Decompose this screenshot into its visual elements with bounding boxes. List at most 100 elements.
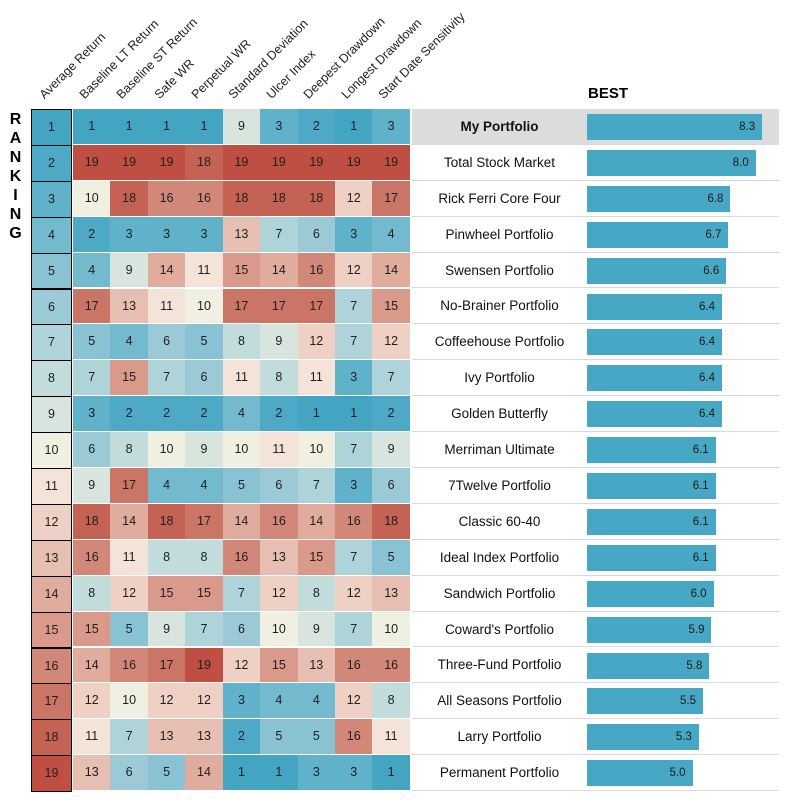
heat-cell: 14	[147, 252, 186, 288]
heat-cell: 11	[372, 719, 410, 755]
heat-cell: 3	[372, 109, 410, 144]
heat-cell: 18	[297, 180, 335, 216]
heat-cell: 17	[147, 647, 186, 683]
heat-cell: 11	[185, 252, 223, 288]
heat-cell: 7	[297, 468, 335, 503]
heat-cell: 3	[335, 216, 373, 252]
heat-cell: 17	[110, 468, 148, 503]
rank-cell: 8	[31, 360, 72, 398]
score-value: 6.8	[707, 192, 724, 205]
heat-cell: 4	[110, 324, 148, 360]
score-bar: 6.4	[587, 365, 723, 392]
rank-cell: 12	[31, 503, 72, 541]
score-value: 6.1	[692, 444, 709, 457]
heat-cell: 19	[73, 144, 111, 180]
table-row: Merriman Ultimate 6.1	[412, 432, 779, 468]
heat-cell: 2	[110, 396, 148, 432]
heat-cell: 9	[110, 252, 148, 288]
heat-cell: 1	[297, 396, 335, 432]
heat-cell: 16	[335, 647, 373, 683]
heat-cell: 12	[185, 683, 223, 719]
heat-cell: 13	[372, 575, 410, 611]
heat-cell: 5	[110, 611, 148, 647]
score-bar: 5.0	[587, 760, 693, 787]
heat-cell: 15	[222, 252, 261, 288]
heat-cell: 4	[297, 683, 335, 719]
heat-cell: 18	[147, 503, 186, 539]
portfolio-name: Three-Fund Portfolio	[437, 657, 562, 673]
heat-cell: 12	[335, 252, 373, 288]
heat-cell: 12	[335, 683, 373, 719]
heat-cell: 2	[260, 396, 298, 432]
heat-cell: 14	[260, 252, 298, 288]
portfolio-name: Total Stock Market	[443, 154, 556, 170]
heat-cell: 7	[147, 360, 186, 396]
ranking-axis-label: RANKING	[7, 111, 24, 244]
score-bar: 6.1	[587, 508, 716, 535]
portfolio-name: Rick Ferri Core Four	[438, 190, 561, 206]
table-row: Pinwheel Portfolio 6.7	[412, 217, 779, 253]
heat-cell: 1	[147, 109, 186, 144]
heat-cell: 15	[185, 575, 223, 611]
heat-cell: 15	[372, 288, 410, 324]
rank-cell: 9	[31, 396, 72, 434]
score-bar: 8.0	[587, 149, 756, 176]
heat-cell: 3	[73, 396, 111, 432]
rank-cell: 5	[31, 252, 72, 290]
heat-cell: 15	[260, 647, 298, 683]
heat-cell: 7	[335, 611, 373, 647]
score-bar: 6.4	[587, 293, 723, 320]
heat-cell: 10	[222, 432, 261, 467]
heat-cell: 7	[260, 216, 298, 252]
score-value: 6.4	[699, 408, 716, 421]
heat-cell: 4	[260, 683, 298, 719]
score-value: 6.6	[703, 264, 720, 277]
heat-cell: 13	[185, 719, 223, 755]
portfolio-name: Swensen Portfolio	[445, 262, 554, 278]
score-value: 5.8	[686, 659, 703, 672]
heat-cell: 7	[335, 288, 373, 324]
heat-cell: 5	[297, 719, 335, 755]
rank-cell: 13	[31, 539, 72, 577]
heat-cell: 10	[185, 288, 223, 324]
heat-cell: 9	[147, 611, 186, 647]
heat-cell: 10	[73, 180, 111, 216]
rank-cell: 15	[31, 611, 72, 649]
heat-cell: 9	[185, 432, 223, 467]
heat-cell: 19	[110, 144, 148, 180]
heat-cell: 2	[73, 216, 111, 252]
table-row: Permanent Portfolio 5.0	[412, 755, 779, 792]
portfolio-name: Ideal Index Portfolio	[439, 549, 560, 565]
portfolio-name: 7Twelve Portfolio	[448, 477, 551, 493]
heat-cell: 6	[185, 360, 223, 396]
score-bar: 6.7	[587, 221, 729, 248]
heat-cell: 2	[297, 109, 335, 144]
heat-cell: 8	[260, 360, 298, 396]
heat-cell: 5	[147, 755, 186, 791]
table-row: Larry Portfolio 5.3	[412, 719, 779, 756]
heat-cell: 13	[147, 719, 186, 755]
heat-cell: 7	[185, 611, 223, 647]
heat-cell: 10	[372, 611, 410, 647]
portfolio-name: Coffeehouse Portfolio	[434, 334, 565, 350]
score-value: 8.0	[732, 156, 749, 169]
heat-cell: 3	[335, 468, 373, 503]
heat-cell: 14	[73, 647, 111, 683]
heat-cell: 16	[73, 539, 111, 575]
heat-cell: 12	[222, 647, 261, 683]
portfolio-name: Permanent Portfolio	[439, 765, 560, 781]
heat-cell: 17	[297, 288, 335, 324]
score-value: 5.0	[669, 767, 686, 780]
score-bar: 5.8	[587, 652, 710, 679]
heat-cell: 17	[372, 180, 410, 216]
portfolio-name: Golden Butterfly	[451, 406, 548, 422]
heat-cell: 8	[147, 539, 186, 575]
heat-cell: 8	[73, 575, 111, 611]
rank-cell: 11	[31, 468, 72, 505]
heat-cell: 14	[297, 503, 335, 539]
heat-cell: 3	[335, 755, 373, 791]
heat-cell: 19	[260, 144, 298, 180]
heat-cell: 8	[185, 539, 223, 575]
heat-cell: 3	[297, 755, 335, 791]
heat-cell: 2	[147, 396, 186, 432]
